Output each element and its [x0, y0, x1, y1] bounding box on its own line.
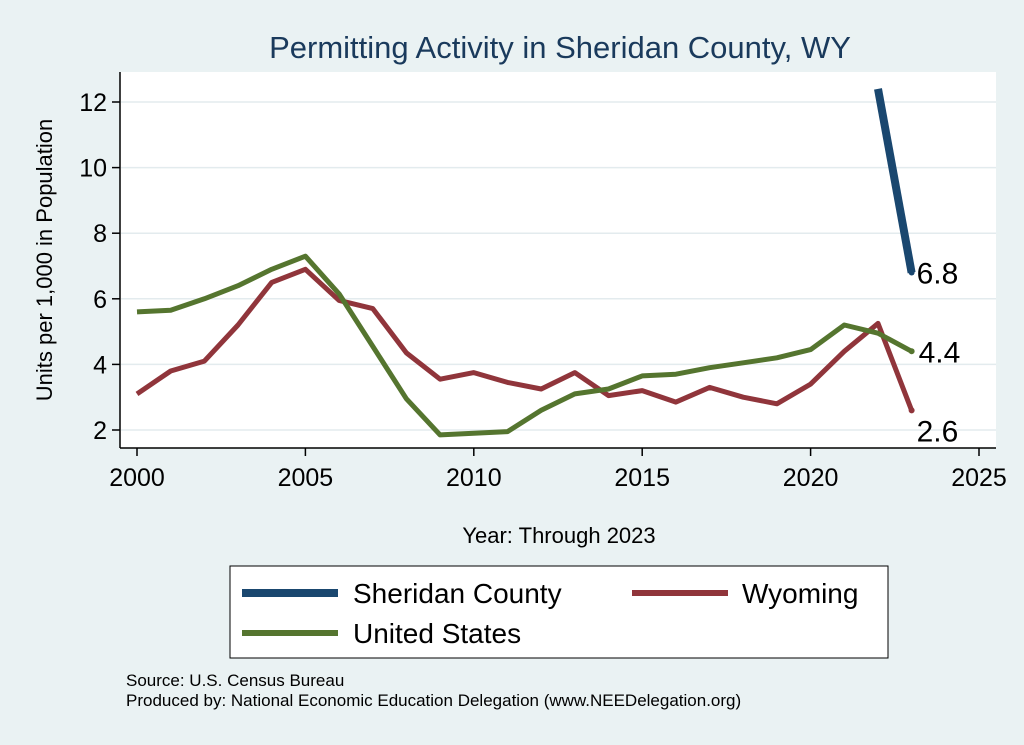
united-states-line: [136, 253, 913, 438]
y-tick-label: 4: [93, 351, 107, 379]
wyoming-line: [135, 266, 914, 412]
y-tick-label: 6: [93, 286, 107, 314]
producer-note: Produced by: National Economic Education…: [126, 691, 742, 710]
legend-label-us: United States: [353, 618, 521, 649]
series-lines: [135, 88, 916, 438]
x-tick-label: 2010: [446, 464, 502, 492]
legend: Sheridan County Wyoming United States: [229, 565, 889, 659]
y-tick-label: 12: [79, 89, 107, 117]
end-labels: 6.8 2.6 4.4: [917, 258, 961, 449]
us-end-label: 4.4: [919, 336, 961, 369]
series-end-point: [908, 407, 915, 414]
x-axis-label: Year: Through 2023: [462, 523, 655, 548]
y-axis-label: Units per 1,000 in Population: [32, 119, 57, 402]
sheridan-end-label: 6.8: [917, 258, 959, 291]
sheridan-county-line: [874, 88, 916, 274]
y-tick-label: 2: [93, 417, 107, 445]
x-tick-label: 2015: [614, 464, 670, 492]
x-tick-label: 2005: [278, 464, 334, 492]
x-tick-label: 2025: [951, 464, 1007, 492]
y-tick-label: 8: [93, 220, 107, 248]
grid-lines: [121, 101, 996, 431]
plot-area: [120, 72, 996, 448]
axis-ticks: 2 4 6 8 10 12 2000 2005 2010 2015 2020 2025: [79, 89, 1007, 492]
x-tick-label: 2000: [109, 464, 165, 492]
legend-box: [229, 565, 889, 659]
y-tick-label: 10: [79, 155, 107, 183]
wyoming-end-label: 2.6: [917, 415, 959, 448]
series-end-point: [908, 269, 915, 276]
source-note: Source: U.S. Census Bureau: [126, 671, 345, 690]
series-end-point: [908, 348, 915, 355]
legend-label-sheridan: Sheridan County: [353, 578, 562, 609]
legend-label-wyoming: Wyoming: [742, 578, 858, 609]
chart-title: Permitting Activity in Sheridan County, …: [269, 30, 851, 65]
x-tick-label: 2020: [783, 464, 839, 492]
